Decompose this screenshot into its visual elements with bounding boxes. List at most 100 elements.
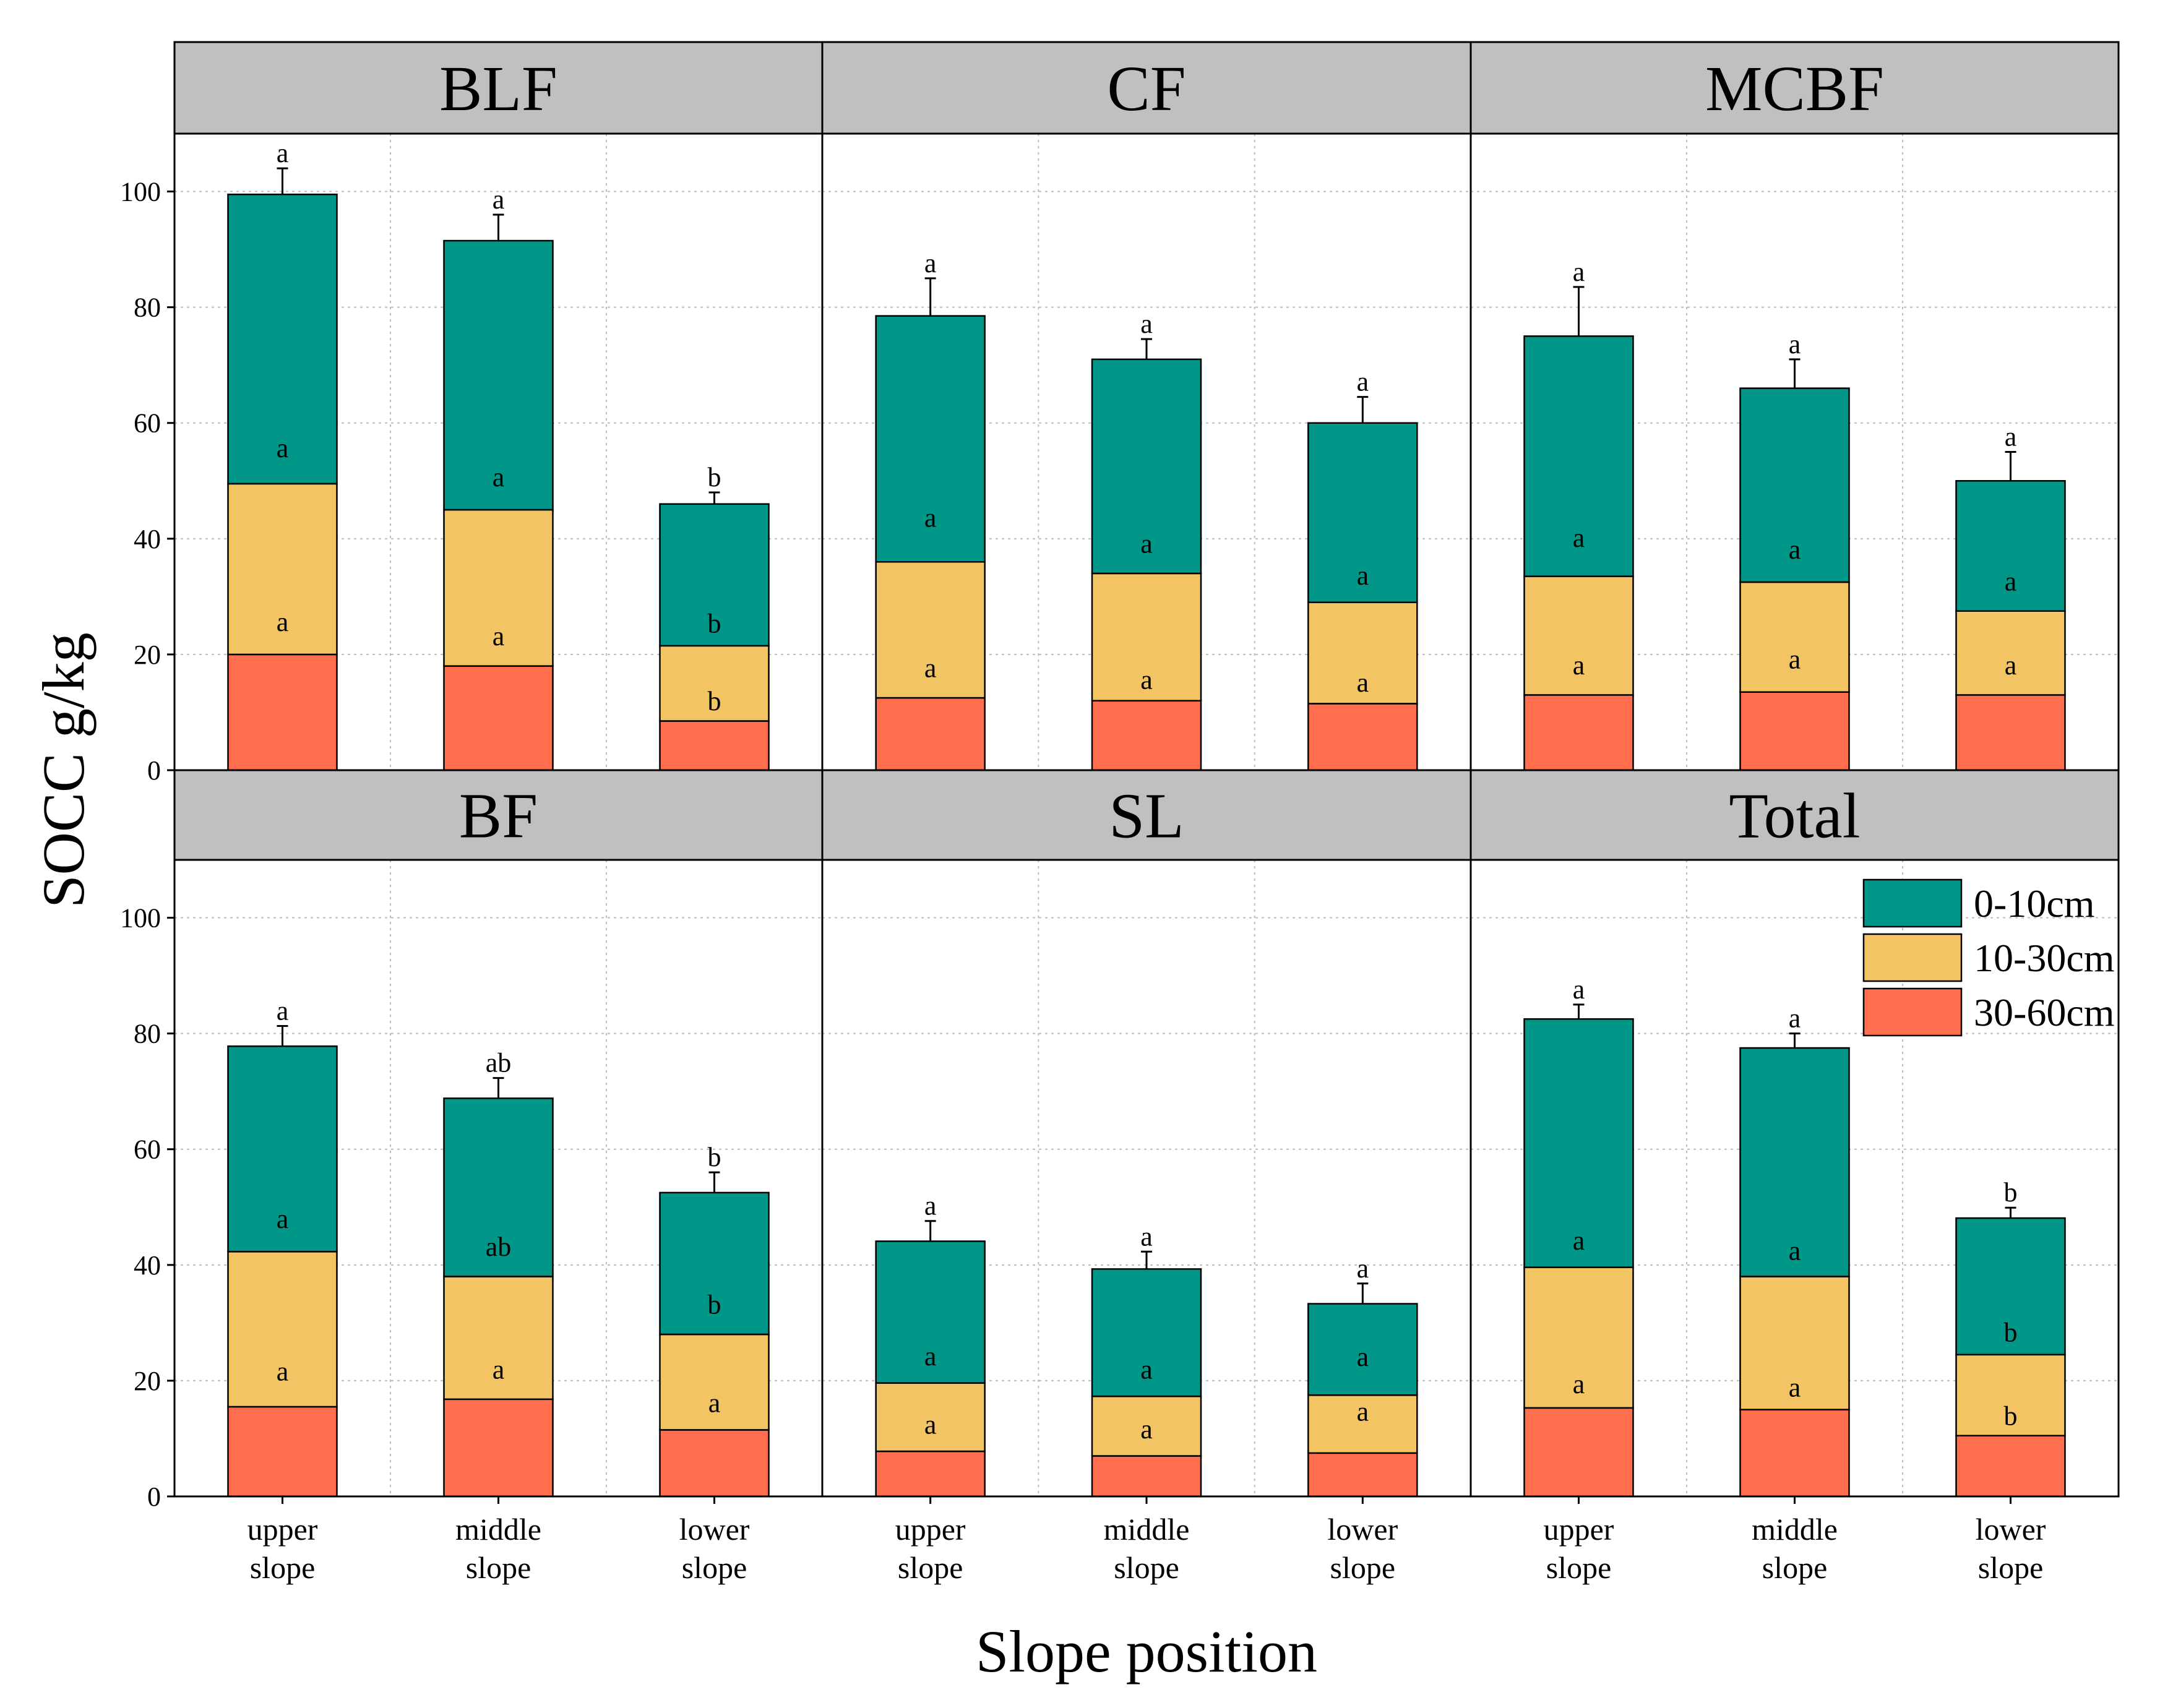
category-label: upper <box>1544 1512 1614 1547</box>
bar-segment <box>1739 387 1850 583</box>
significance-letter: b <box>2004 1401 2018 1431</box>
bar-segment <box>227 193 338 485</box>
legend: 0-10cm 10-30cm 30-60cm <box>1862 878 2115 1037</box>
y-tick-label: 100 <box>120 903 161 933</box>
bar-segment <box>875 1450 986 1498</box>
category-label: lower <box>679 1512 750 1547</box>
significance-letter: a <box>493 462 505 492</box>
panel-title: BLF <box>439 53 557 124</box>
bar-segment <box>659 720 770 771</box>
bar-segment <box>1091 358 1202 575</box>
significance-letter: a <box>1573 1369 1585 1399</box>
bar-segment <box>1091 572 1202 702</box>
significance-letter: b <box>708 462 721 492</box>
labels: BLF020406080100aaaaaabbbCFaaaaaaaaaMCBFa… <box>30 53 2046 1684</box>
category-label: lower <box>1976 1512 2046 1547</box>
bar-segment <box>875 697 986 771</box>
y-tick-label: 80 <box>134 1019 161 1049</box>
significance-letter: a <box>493 1354 505 1384</box>
significance-letter: a <box>1140 309 1153 339</box>
bar-segment <box>875 1382 986 1453</box>
bar-segment <box>1739 1047 1850 1277</box>
bar-segment <box>1955 694 2066 771</box>
significance-letter: a <box>1573 257 1585 287</box>
category-label: slope <box>1114 1550 1179 1585</box>
panel-title: CF <box>1107 53 1185 124</box>
category-label: middle <box>1752 1512 1838 1547</box>
category-label: slope <box>1978 1550 2044 1585</box>
bar-segment <box>1955 480 2066 612</box>
bar-segment <box>443 1398 554 1498</box>
bars <box>227 167 2066 1498</box>
bar-segment <box>1739 1276 1850 1410</box>
significance-letter: a <box>1357 1397 1369 1427</box>
significance-letter: a <box>2005 650 2017 680</box>
bar-segment <box>1523 335 1634 577</box>
bar-segment <box>1955 610 2066 696</box>
bar-segment <box>1523 575 1634 696</box>
significance-letter: a <box>1357 1253 1369 1284</box>
significance-letter: a <box>1789 1236 1801 1266</box>
bar-segment <box>1955 1217 2066 1356</box>
bar-segment <box>227 1405 338 1498</box>
bar-segment <box>875 560 986 699</box>
bar-segment <box>443 239 554 511</box>
significance-letter: a <box>1140 529 1153 559</box>
significance-letter: a <box>924 502 937 533</box>
bar-segment <box>1523 1266 1634 1409</box>
category-label: slope <box>1330 1550 1396 1585</box>
y-tick-label: 20 <box>134 1366 161 1396</box>
significance-letter: a <box>1789 1003 1801 1034</box>
significance-letter: b <box>2004 1177 2018 1208</box>
legend-label: 10-30cm <box>1974 936 2115 980</box>
significance-letter: b <box>708 1290 721 1320</box>
bar-segment <box>659 503 770 647</box>
y-tick-label: 40 <box>134 524 161 554</box>
bar-segment <box>1307 422 1418 603</box>
significance-letter: a <box>277 995 289 1026</box>
category-label: upper <box>895 1512 966 1547</box>
significance-letter: a <box>277 607 289 637</box>
significance-letter: a <box>924 1191 937 1221</box>
bar-segment <box>227 483 338 656</box>
significance-letter: a <box>924 1409 937 1440</box>
bar-segment <box>1739 691 1850 771</box>
significance-letter: a <box>1357 1342 1369 1372</box>
y-tick-label: 60 <box>134 1135 161 1165</box>
panel-strip <box>173 769 824 861</box>
panel-title: SL <box>1109 781 1184 852</box>
significance-letter: a <box>1573 1225 1585 1256</box>
y-tick-label: 20 <box>134 640 161 670</box>
panel-title: MCBF <box>1705 53 1884 124</box>
category-label: middle <box>1104 1512 1190 1547</box>
bar-segment <box>659 645 770 722</box>
category-label: slope <box>466 1550 531 1585</box>
bar-segment <box>1739 1409 1850 1498</box>
significance-letter: b <box>2004 1318 2018 1348</box>
significance-letter: ab <box>486 1232 512 1262</box>
panel-title: BF <box>459 781 538 852</box>
significance-letter: a <box>1140 1221 1153 1251</box>
significance-letter: a <box>277 138 289 168</box>
significance-letter: a <box>1357 560 1369 591</box>
bar-segment <box>1739 581 1850 693</box>
bar-segment <box>443 1276 554 1401</box>
bar-segment <box>659 1429 770 1498</box>
bar-segment <box>1091 1395 1202 1457</box>
significance-letter: b <box>708 609 721 639</box>
bar-segment <box>443 1097 554 1277</box>
y-tick-label: 40 <box>134 1250 161 1281</box>
legend-swatch <box>1862 933 1963 982</box>
significance-letter: a <box>2005 566 2017 596</box>
y-tick-label: 60 <box>134 408 161 439</box>
legend-swatch <box>1862 878 1963 928</box>
significance-letter: a <box>277 1356 289 1386</box>
x-axis-title: Slope position <box>976 1618 1317 1684</box>
significance-letter: a <box>1357 367 1369 397</box>
bar-segment <box>1091 700 1202 771</box>
y-axis-title: SOCC g/kg <box>30 632 97 908</box>
significance-letter: a <box>1140 664 1153 695</box>
significance-letter: a <box>924 1341 937 1371</box>
category-label: middle <box>455 1512 541 1547</box>
